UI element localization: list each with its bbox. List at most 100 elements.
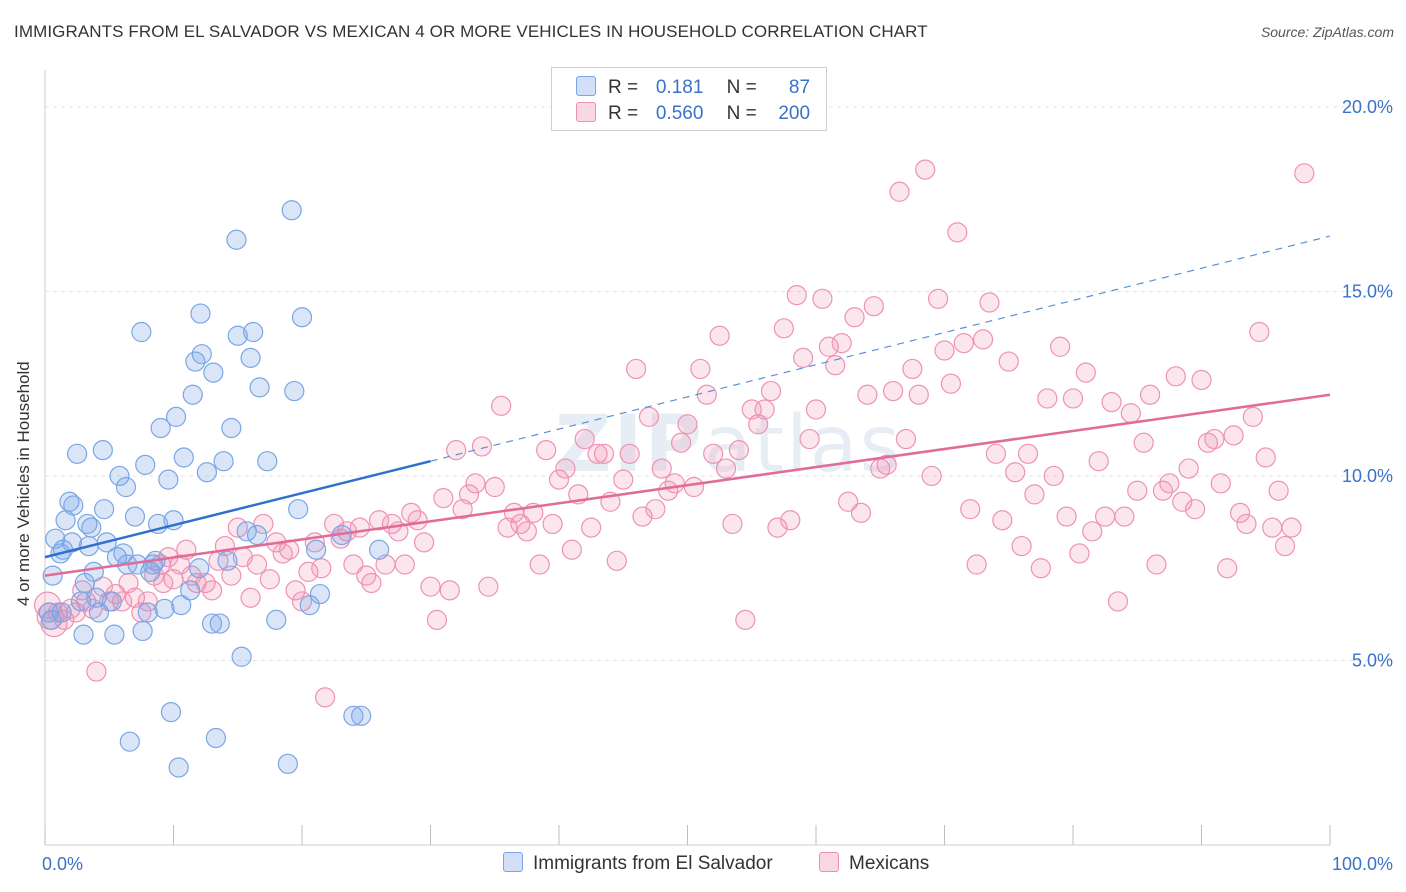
watermark: ZIPatlas <box>555 400 902 490</box>
point-salvador <box>277 753 298 774</box>
point-mexicans <box>915 159 936 180</box>
r-label: R = <box>608 103 639 124</box>
point-salvador <box>132 620 153 642</box>
point-mexicans <box>882 380 904 402</box>
point-mexicans <box>407 510 428 531</box>
point-salvador <box>203 362 224 383</box>
point-mexicans <box>632 506 653 527</box>
point-mexicans <box>1050 336 1071 357</box>
point-mexicans <box>760 380 782 402</box>
point-mexicans <box>201 580 223 601</box>
point-salvador <box>299 595 320 616</box>
point-mexicans <box>315 687 336 708</box>
point-salvador <box>266 609 287 630</box>
point-mexicans <box>645 499 666 520</box>
point-salvador <box>119 731 140 752</box>
point-salvador <box>101 591 122 612</box>
point-salvador <box>173 447 194 468</box>
legend-item-mexicans: Mexicans <box>819 852 929 875</box>
point-mexicans <box>1262 517 1283 538</box>
point-mexicans <box>343 554 364 575</box>
mexicans-swatch <box>576 102 596 122</box>
y-tick-label: 15.0% <box>1342 281 1393 301</box>
point-mexicans <box>780 510 801 531</box>
point-salvador <box>309 583 331 605</box>
point-mexicans <box>1165 366 1186 387</box>
y-tick-label: 20.0% <box>1342 97 1393 117</box>
point-mexicans <box>433 487 454 509</box>
point-salvador <box>246 524 268 546</box>
point-mexicans <box>902 358 923 380</box>
point-mexicans <box>670 432 692 453</box>
point-mexicans <box>555 458 576 479</box>
point-salvador <box>41 609 62 630</box>
y-tick-label: 10.0% <box>1342 466 1393 486</box>
point-mexicans <box>439 580 460 601</box>
point-mexicans <box>895 428 917 450</box>
point-salvador <box>140 561 161 583</box>
point-mexicans <box>1030 558 1051 579</box>
point-mexicans <box>799 428 820 450</box>
point-salvador <box>351 705 372 726</box>
point-mexicans <box>478 576 499 597</box>
point-mexicans <box>1101 392 1122 413</box>
point-salvador <box>168 757 189 778</box>
y-tick-label: 5.0% <box>1352 650 1393 670</box>
point-mexicans <box>985 443 1007 464</box>
point-salvador <box>190 303 211 324</box>
chart-title: IMMIGRANTS FROM EL SALVADOR VS MEXICAN 4… <box>14 22 928 41</box>
point-mexicans <box>1120 403 1141 424</box>
point-salvador <box>180 580 201 601</box>
point-salvador <box>115 476 137 498</box>
point-mexicans <box>908 384 929 405</box>
point-mexicans <box>619 443 640 464</box>
stats-row-salvador: R = 0.181 N = 87 <box>576 76 810 98</box>
point-mexicans <box>703 443 724 464</box>
point-mexicans <box>748 414 769 435</box>
point-mexicans <box>1133 432 1154 453</box>
point-salvador <box>77 513 98 535</box>
mexicans-swatch <box>819 852 839 872</box>
point-mexicans <box>1217 558 1238 579</box>
point-salvador <box>191 344 212 365</box>
point-salvador <box>83 561 104 583</box>
point-salvador <box>160 702 182 723</box>
x-tick-label: 0.0% <box>42 854 83 874</box>
point-mexicans <box>452 499 473 520</box>
point-salvador <box>213 451 234 472</box>
point-salvador <box>226 229 247 250</box>
point-salvador <box>154 598 175 619</box>
point-salvador <box>257 451 278 472</box>
point-mexicans <box>825 355 846 376</box>
data-points <box>33 159 1315 778</box>
point-salvador <box>67 443 88 464</box>
point-salvador <box>63 495 84 516</box>
r-value: 0.181 <box>655 77 704 98</box>
point-mexicans <box>728 440 750 461</box>
point-mexicans <box>1146 554 1167 575</box>
point-mexicans <box>664 473 685 494</box>
point-salvador <box>104 624 125 645</box>
point-mexicans <box>690 358 711 380</box>
point-mexicans <box>1236 513 1257 535</box>
point-salvador <box>165 406 187 428</box>
trend-line-salvador-extension <box>430 235 1331 462</box>
point-mexicans <box>1255 447 1276 468</box>
point-mexicans <box>259 569 280 590</box>
point-mexicans <box>1024 484 1045 505</box>
point-salvador <box>217 550 238 571</box>
point-mexicans <box>311 558 332 579</box>
point-salvador <box>306 539 327 560</box>
point-mexicans <box>542 513 563 535</box>
point-mexicans <box>1268 480 1289 501</box>
point-mexicans <box>754 399 775 420</box>
series-legend: Immigrants from El Salvador Mexicans <box>0 852 1406 876</box>
point-mexicans <box>838 491 859 512</box>
point-mexicans <box>593 443 615 464</box>
r-label: R = <box>608 77 639 98</box>
n-value: 200 <box>778 103 811 124</box>
point-mexicans <box>394 554 415 575</box>
point-salvador <box>59 491 80 512</box>
n-value: 87 <box>788 77 811 98</box>
point-mexicans <box>529 554 550 575</box>
